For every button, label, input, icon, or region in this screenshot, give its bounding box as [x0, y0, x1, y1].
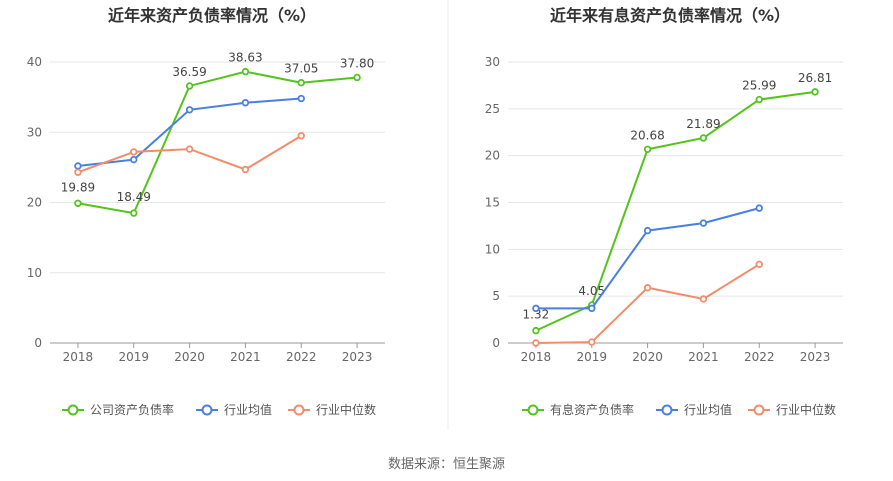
data-label: 25.99 [742, 79, 776, 93]
data-label: 18.49 [117, 190, 151, 204]
y-tick-label: 25 [485, 102, 500, 116]
y-tick-label: 15 [485, 196, 500, 210]
data-point [643, 145, 652, 153]
x-tick-label: 2021 [688, 350, 719, 364]
y-tick-label: 0 [492, 336, 500, 350]
data-point [185, 145, 194, 153]
data-point [241, 67, 250, 76]
data-point [130, 155, 138, 164]
y-tick-label: 40 [27, 55, 42, 69]
data-point [532, 304, 540, 313]
legend-marker [201, 404, 213, 416]
series-line [77, 134, 302, 174]
data-point [811, 88, 819, 96]
x-tick-label: 2022 [744, 350, 775, 364]
data-point [130, 148, 138, 156]
data-point [699, 219, 708, 227]
data-label: 20.68 [630, 128, 664, 142]
y-tick-label: 20 [27, 196, 42, 210]
y-tick-label: 30 [27, 125, 42, 139]
data-point [241, 165, 250, 174]
y-tick-label: 5 [492, 289, 500, 303]
data-point [588, 304, 596, 313]
data-point [532, 326, 540, 335]
data-point [755, 204, 763, 212]
data-point [297, 94, 305, 103]
data-label: 4.05 [578, 284, 605, 298]
data-point [130, 209, 138, 217]
y-tick-label: 30 [485, 55, 500, 69]
data-label: 19.89 [61, 180, 95, 194]
data-point [241, 99, 250, 107]
x-tick-label: 2018 [521, 350, 552, 364]
legend-marker [67, 404, 79, 416]
legend-label: 行业均值 [684, 402, 732, 417]
data-point [185, 106, 194, 114]
data-point [588, 338, 596, 346]
series-line [535, 207, 760, 310]
data-source: 数据来源：恒生聚源 [387, 457, 505, 472]
legend-label: 公司资产负债率 [90, 402, 174, 417]
data-label: 21.89 [686, 117, 720, 131]
data-point [699, 134, 708, 142]
data-point [699, 295, 708, 303]
y-tick-label: 10 [27, 266, 42, 280]
x-tick-label: 2023 [800, 350, 831, 364]
x-tick-label: 2019 [576, 350, 607, 364]
data-point [353, 73, 361, 82]
data-label: 37.80 [340, 56, 374, 70]
chart-panel-1: 近年来资产负债率情况（%） 0 10 20 30 40 2018 2019 2020 2021 20… [27, 6, 385, 417]
x-tick-label: 2018 [63, 350, 94, 364]
chart-panel-2: 近年来有息资产负债率情况（%） 0 5 10 15 20 25 30 2018 2019 2020 2… [485, 6, 843, 417]
data-point [755, 95, 763, 104]
legend-label: 有息资产负债率 [550, 402, 634, 417]
legend-marker [527, 404, 539, 416]
data-point [297, 79, 305, 87]
x-tick-label: 2020 [632, 350, 663, 364]
legend-marker [661, 404, 673, 416]
data-point [185, 82, 194, 90]
data-point [74, 162, 82, 170]
x-tick-label: 2022 [286, 350, 317, 364]
y-tick-label: 20 [485, 149, 500, 163]
data-point [532, 339, 540, 347]
data-label: 36.59 [172, 65, 206, 79]
data-point [74, 168, 82, 176]
data-label: 37.05 [284, 62, 318, 76]
legend-label: 行业中位数 [316, 402, 376, 417]
x-tick-label: 2020 [174, 350, 205, 364]
x-tick-label: 2019 [118, 350, 149, 364]
series-line [535, 263, 760, 344]
data-label: 26.81 [798, 71, 832, 85]
data-point [74, 199, 82, 207]
data-point [297, 132, 305, 140]
data-point [643, 226, 652, 235]
data-point [643, 284, 652, 292]
legend-marker [293, 404, 305, 416]
legend-label: 行业均值 [224, 402, 272, 417]
data-label: 1.32 [523, 308, 550, 322]
legend-marker [753, 404, 765, 416]
y-tick-label: 0 [34, 336, 42, 350]
chart-title: 近年来有息资产负债率情况（%） [550, 6, 790, 25]
chart-title: 近年来资产负债率情况（%） [108, 6, 316, 25]
legend-label: 行业中位数 [776, 402, 836, 417]
y-tick-label: 10 [485, 242, 500, 256]
x-tick-label: 2021 [230, 350, 261, 364]
data-point [755, 260, 763, 269]
series-line [77, 70, 358, 215]
x-tick-label: 2023 [342, 350, 373, 364]
data-label: 38.63 [228, 51, 262, 65]
